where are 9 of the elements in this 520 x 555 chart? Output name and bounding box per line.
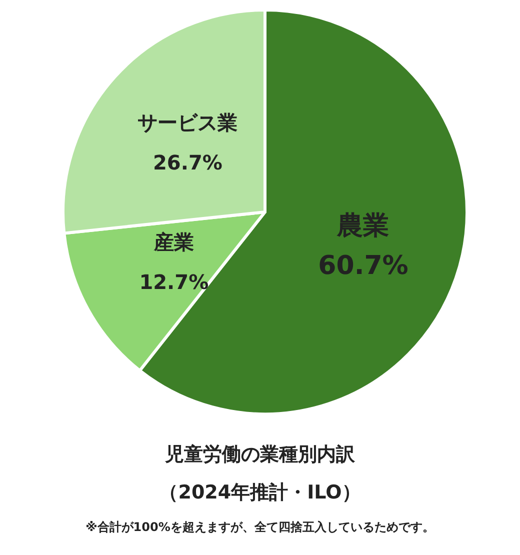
text: 児童労働の業種別内訳 bbox=[164, 444, 356, 466]
text: ※合計が100%を超えますが、全て四捨五入しているためです。 bbox=[86, 520, 434, 534]
slice-label: サービス業 bbox=[138, 110, 238, 134]
slice-label: 産業 bbox=[152, 230, 194, 254]
text: （2024年推計・ILO） bbox=[159, 482, 361, 504]
data-label: 26.7% bbox=[153, 150, 222, 174]
data-label: 60.7% bbox=[318, 251, 408, 282]
data-label: 12.7% bbox=[139, 270, 209, 294]
slice-label: 農業 bbox=[336, 211, 390, 242]
